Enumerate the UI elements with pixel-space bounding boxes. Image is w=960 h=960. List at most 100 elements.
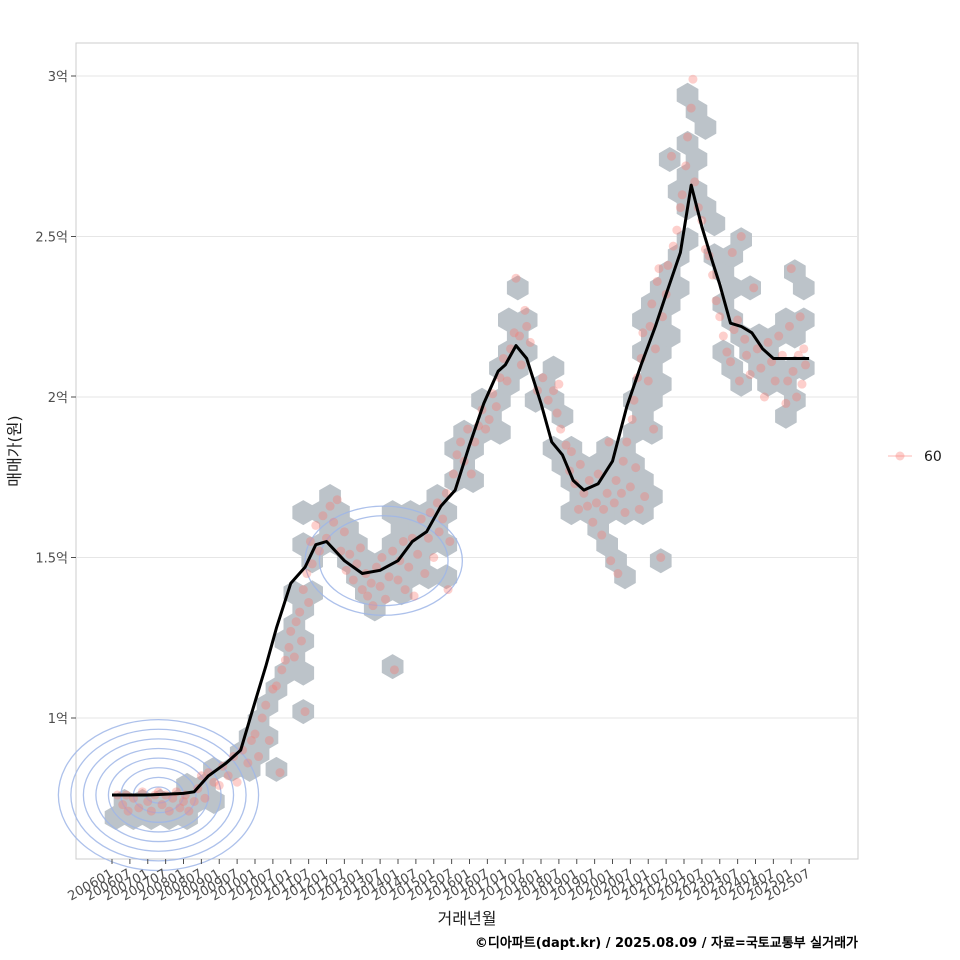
data-point [143,796,153,806]
data-point [618,456,628,466]
y-axis-ticks: 1억 1.5억 2억 2.5억 3억 [35,70,76,727]
data-point [264,735,274,745]
hex-cell [730,371,752,397]
density-contour [57,718,260,872]
data-point [522,321,532,331]
data-point [502,376,512,386]
y-tick-label: 1.5억 [35,552,68,567]
data-point [715,312,725,322]
data-point [622,437,632,447]
data-point [314,546,324,556]
hex-cell [658,147,681,172]
data-point [609,498,619,508]
hex-cell [649,548,672,574]
data-point [525,337,535,347]
data-point [339,527,349,537]
data-point [296,636,306,646]
data-point [157,800,167,810]
data-point [797,379,807,389]
hex-cell [462,468,484,493]
data-point [677,190,687,200]
hex-cell [551,403,574,429]
hex-cell [506,275,529,301]
data-point [611,475,621,485]
data-point [420,569,430,579]
density-contour [107,757,210,833]
data-point [389,665,399,675]
data-point [561,440,571,450]
data-point [250,729,260,739]
data-point [649,424,659,434]
data-point [638,328,648,338]
hex-cell [435,532,458,558]
data-point [770,376,780,386]
data-point [434,527,444,537]
hex-cell [542,355,565,381]
data-point [643,376,653,386]
data-point [640,492,650,502]
hex-cell [614,564,636,590]
hex-cell [489,419,511,445]
data-point [118,800,128,810]
data-point [498,353,508,363]
hex-cell [739,275,761,301]
data-point [727,248,737,258]
x-axis-ticks: 2006012006072007012007072008012008072009… [66,859,813,904]
data-point [552,408,562,418]
hex-cell [515,307,538,333]
data-point [432,498,442,508]
caption: ©디아파트(dapt.kr) / 2025.08.09 / 자료=국토교통부 실… [475,935,858,951]
data-point [352,559,362,569]
data-point [654,264,664,274]
data-point [429,553,439,562]
data-point [511,273,521,283]
data-point [280,655,290,665]
hex-cell [792,355,815,381]
data-point [304,597,314,607]
data-point [438,514,448,524]
data-point [257,713,267,723]
data-point [749,283,759,293]
data-point [729,325,739,335]
data-point [398,536,408,546]
data-point [232,777,242,787]
data-point [538,373,548,383]
data-point [740,334,750,344]
data-point [355,543,365,553]
hex-cell [292,532,315,558]
data-point [792,392,802,402]
data-point [254,752,264,762]
hex-cell [301,580,323,606]
data-point [175,803,185,813]
data-point [620,508,630,518]
hex-cell [792,275,815,301]
data-point [179,796,188,806]
density-contour [304,505,464,616]
data-point [393,575,403,585]
data-point [243,758,253,768]
hex-cell [730,227,752,253]
data-point [481,424,491,434]
data-point [322,533,331,543]
data-point [146,806,156,816]
data-point [688,74,698,84]
data-point [575,459,585,469]
data-point [463,424,473,434]
data-point [416,514,426,524]
data-point [591,498,601,508]
data-point [566,447,576,457]
legend: 60 [888,449,942,465]
data-point [683,132,693,142]
data-point [582,501,592,511]
data-point [268,684,278,694]
data-point [289,652,299,662]
data-point [602,488,612,498]
data-point [380,594,390,604]
data-point [375,581,385,591]
data-point [799,344,809,354]
data-point [599,504,609,514]
data-point [286,626,296,636]
data-point [668,241,678,251]
data-point [666,151,676,161]
hex-cell [658,323,681,349]
